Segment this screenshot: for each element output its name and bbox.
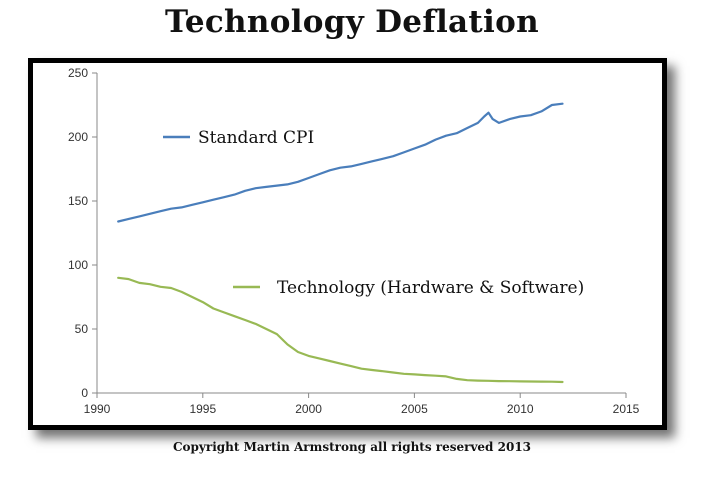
- chart-frame: 0 50 100 150 200 250 1990 1995 2000 2005 2010 2015 S…: [28, 58, 667, 430]
- x-tick-label: 2005: [401, 402, 428, 416]
- series-line-cpi: [117, 102, 564, 223]
- series-line-tech: [117, 276, 564, 384]
- plot-area: 0 50 100 150 200 250 1990 1995 2000 2005 2010 2015 S…: [33, 63, 662, 425]
- legend-label-tech: Technology (Hardware & Software): [277, 278, 584, 298]
- x-tick-label: 2000: [295, 402, 322, 416]
- x-tick-label: 2015: [613, 402, 640, 416]
- y-tick-label: 200: [68, 130, 88, 144]
- copyright-notice: Copyright Martin Armstrong all rights re…: [172, 440, 532, 454]
- x-tick-label: 1995: [189, 402, 216, 416]
- y-tick-label: 100: [68, 258, 88, 272]
- x-tick-label: 2010: [507, 402, 534, 416]
- chart-title: Technology Deflation: [165, 4, 539, 40]
- y-tick-label: 0: [81, 386, 88, 400]
- y-tick-label: 150: [68, 194, 88, 208]
- legend-label-cpi: Standard CPI: [198, 128, 314, 148]
- y-tick-label: 250: [68, 66, 88, 80]
- x-tick-label: 1990: [84, 402, 111, 416]
- y-tick-label: 50: [75, 322, 89, 336]
- line-chart: 0 50 100 150 200 250 1990 1995 2000 2005 2010 2015 S…: [68, 66, 640, 416]
